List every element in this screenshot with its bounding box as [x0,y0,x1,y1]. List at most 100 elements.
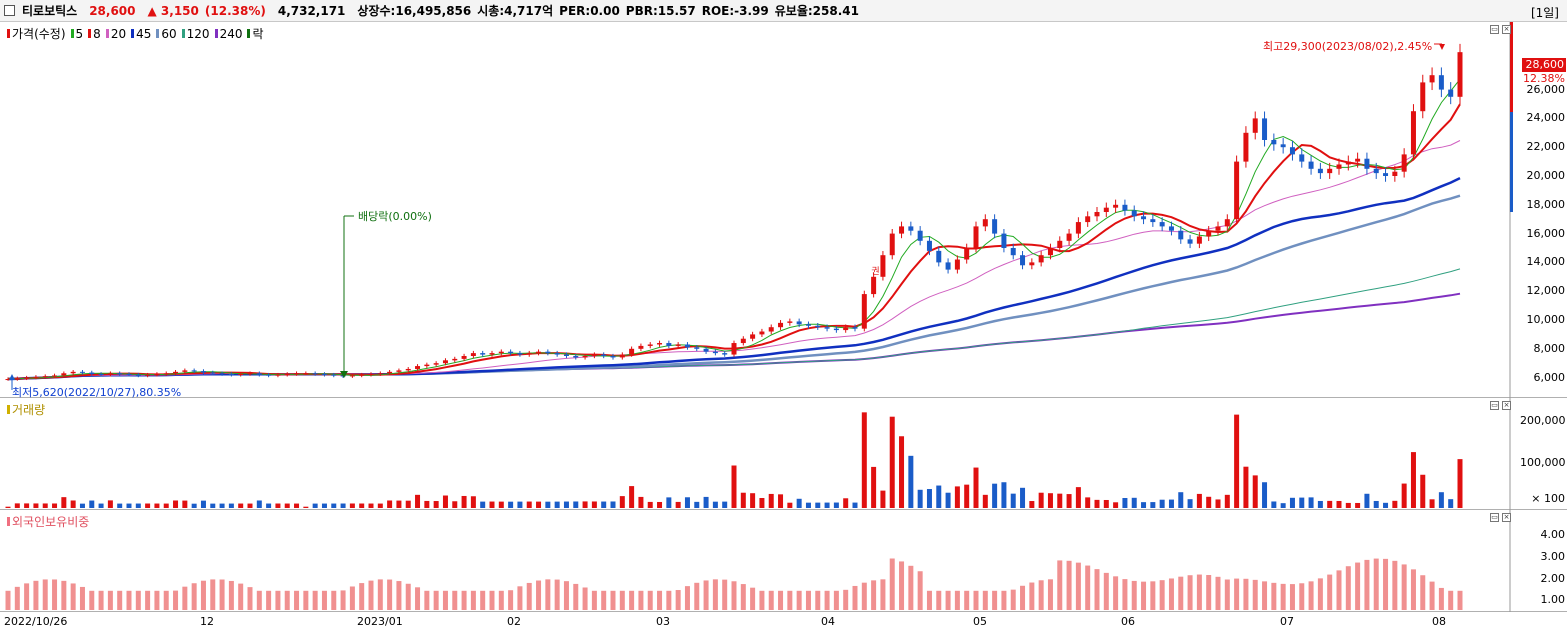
candle [861,290,867,332]
close-icon[interactable]: × [1502,513,1511,522]
minimize-icon[interactable]: ▭ [1490,513,1499,522]
legend-swatch [131,29,135,38]
volume-bar [1122,498,1128,508]
foreign-y-label: 2.00 [1540,572,1566,585]
close-icon[interactable]: × [1502,25,1511,34]
foreign-ratio-bar [126,590,132,610]
foreign-ratio-bar [1299,583,1305,610]
x-tick-label: 2022/10/26 [4,615,68,628]
volume-bar [1020,487,1026,508]
volume-bar [154,503,160,508]
foreign-ratio-bar [712,579,718,610]
legend-item[interactable]: 5 [75,26,84,41]
volume-bar [79,503,85,508]
volume-bar [1234,414,1240,508]
volume-bar [1308,497,1314,508]
foreign-ratio-bar [489,590,495,610]
candle [98,372,104,377]
candle [796,318,802,328]
foreign-ratio-bar [1020,585,1026,610]
foreign-ratio-bar [992,590,998,610]
volume-bar [415,494,421,508]
period-selector[interactable]: [1일] [1530,6,1559,20]
candle [489,350,495,357]
volume-bar [1327,500,1333,508]
foreign-ratio-bar [256,590,262,610]
candle [1122,199,1128,216]
candle [461,353,467,361]
x-tick-label: 05 [973,615,987,628]
volume-bar [871,466,877,508]
foreign-ratio-bar [1159,580,1165,610]
stock-name[interactable]: 티로보틱스 [22,4,78,18]
foreign-ratio-bar [1206,574,1212,610]
candle [536,349,542,356]
volume-bar [1113,502,1119,508]
minimize-icon[interactable]: ▭ [1490,25,1499,34]
candle [1206,226,1212,242]
foreign-ratio-bar [182,586,188,610]
foreign-ratio-bar [405,583,411,610]
foreign-ratio-bar [1001,590,1007,610]
legend-item[interactable]: 60 [161,26,177,41]
candle [703,346,709,354]
foreign-ratio-bar [1029,582,1035,610]
candle [1168,221,1174,236]
current-price: 28,600 [89,3,136,18]
legend-item[interactable]: 20 [110,26,127,41]
foreign-ratio-bar [275,590,281,610]
candle [908,221,914,236]
legend-item[interactable]: 8 [93,26,101,41]
volume-bar [52,503,58,508]
foreign-ratio-bar [601,590,607,610]
volume-bar [396,500,402,508]
price-legend: 가격(수정) 5 8 20 45 60 120 240 락 [4,25,266,42]
candle [563,352,569,359]
volume-bar [5,506,11,508]
volume-bar [591,501,597,508]
foreign-y-label: 4.00 [1540,528,1566,541]
x-tick-label: 02 [507,615,521,628]
volume-bar [964,484,970,508]
volume-bar [489,501,495,508]
volume-bar [722,501,728,508]
volume-bar [275,503,281,508]
volume-bar [638,496,644,508]
foreign-ratio-bar [98,590,104,610]
foreign-ratio-bar [340,590,346,610]
volume-bar [1206,496,1212,508]
volume-chart-panel[interactable]: 거래량 ▭ × 200,000 100,000 × 100 [0,398,1567,510]
candle [275,372,281,378]
legend-swatch [214,29,218,38]
candle [117,371,123,376]
candle [1057,236,1063,253]
candle [14,376,20,381]
volume-bar [601,501,607,508]
legend-item[interactable]: 240 [219,26,243,41]
high-annotation: 최고29,300(2023/08/02),2.45% [1263,40,1433,53]
volume-bar [1383,502,1389,508]
volume-bar [284,503,290,508]
volume-bar [117,503,123,508]
candle [982,214,988,232]
legend-item[interactable]: 가격(수정) [12,27,66,41]
foreign-ratio-bar [461,590,467,610]
minimize-icon[interactable]: ▭ [1490,401,1499,410]
price-chart-panel[interactable]: 가격(수정) 5 8 20 45 60 120 240 락 ▭ × 최고29,300(2023/… [0,22,1567,399]
foreign-ratio-bar [1168,578,1174,610]
volume-bar [1392,500,1398,508]
foreign-ratio-bar [861,582,867,610]
candle [200,369,206,375]
foreign-ratio-bar [368,580,374,610]
foreign-ownership-panel[interactable]: 외국인보유비중 ▭ × 4.00 3.00 2.00 1.00 [0,510,1567,612]
foreign-ratio-bar [675,590,681,610]
stock-select-checkbox[interactable] [4,5,15,16]
legend-item[interactable]: 120 [186,26,210,41]
foreign-ratio-bar [703,580,709,610]
close-icon[interactable]: × [1502,401,1511,410]
legend-item[interactable]: 락 [252,27,264,41]
candle [1271,133,1277,151]
foreign-ratio-bar [796,590,802,610]
legend-item[interactable]: 45 [136,26,152,41]
volume-bar [480,501,486,508]
